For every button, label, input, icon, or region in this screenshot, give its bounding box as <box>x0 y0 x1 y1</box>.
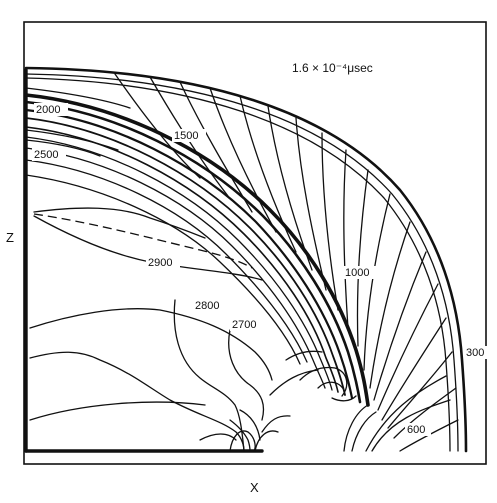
contour-labels: 2000 2500 1500 2900 1000 2800 2700 300 6… <box>32 103 490 436</box>
base-perturbation <box>229 404 377 452</box>
label-1000: 1000 <box>345 267 369 279</box>
plot-frame <box>23 21 487 465</box>
label-2800: 2800 <box>195 300 219 312</box>
compressed-band <box>24 93 370 407</box>
label-300: 300 <box>466 347 484 359</box>
upper-contours <box>25 87 131 157</box>
label-2700: 2700 <box>232 319 256 331</box>
label-2500: 2500 <box>34 149 58 161</box>
shock-front <box>24 66 468 453</box>
label-600: 600 <box>407 424 425 436</box>
time-annotation: 1.6 × 10⁻⁴μsec <box>292 61 373 75</box>
label-1500: 1500 <box>174 130 198 142</box>
x-axis-label: X <box>250 480 259 495</box>
label-2000: 2000 <box>36 104 60 116</box>
label-2900: 2900 <box>148 257 172 269</box>
z-axis-label: Z <box>6 230 14 245</box>
lower-contours <box>29 299 357 452</box>
